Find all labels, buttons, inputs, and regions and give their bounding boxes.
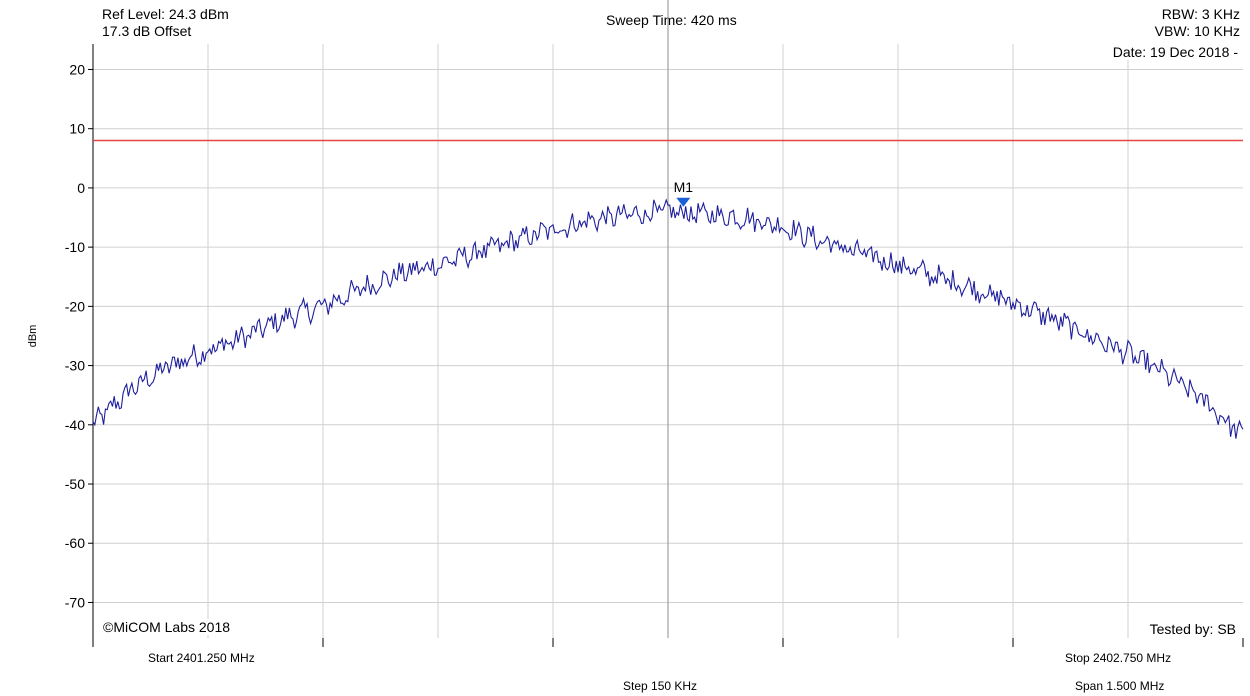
y-tick-label: -40 bbox=[65, 417, 85, 433]
tested-by-label: Tested by: SB bbox=[1147, 621, 1238, 637]
span-label: Span 1.500 MHz bbox=[1075, 679, 1165, 693]
marker-m1-icon bbox=[676, 197, 691, 207]
y-tick-label: 20 bbox=[69, 61, 85, 77]
y-axis-title: dBm bbox=[27, 325, 39, 348]
start-frequency-label: Start 2401.250 MHz bbox=[148, 651, 255, 665]
y-tick-label: -60 bbox=[65, 535, 85, 551]
step-label: Step 150 KHz bbox=[623, 679, 698, 693]
copyright-label: ©MiCOM Labs 2018 bbox=[101, 619, 233, 635]
vbw-label: VBW: 10 KHz bbox=[1154, 23, 1240, 39]
y-tick-label: -50 bbox=[65, 476, 85, 492]
y-tick-label: 10 bbox=[69, 121, 85, 137]
stop-frequency-label: Stop 2402.750 MHz bbox=[1065, 651, 1172, 665]
y-tick-label: -20 bbox=[65, 298, 85, 314]
y-tick-label: -10 bbox=[65, 239, 85, 255]
marker-m1-label: M1 bbox=[674, 179, 694, 195]
spectrum-trace bbox=[92, 198, 1244, 439]
date-label: Date: 19 Dec 2018 - bbox=[1110, 44, 1240, 60]
offset-label: 17.3 dB Offset bbox=[102, 23, 192, 39]
sweep-time-label: Sweep Time: 420 ms bbox=[606, 12, 737, 28]
y-tick-label: -70 bbox=[65, 594, 85, 610]
ref-level-label: Ref Level: 24.3 dBm bbox=[102, 6, 229, 22]
rbw-label: RBW: 3 KHz bbox=[1161, 6, 1240, 22]
y-tick-label: -30 bbox=[65, 358, 85, 374]
y-tick-label: 0 bbox=[77, 180, 85, 196]
